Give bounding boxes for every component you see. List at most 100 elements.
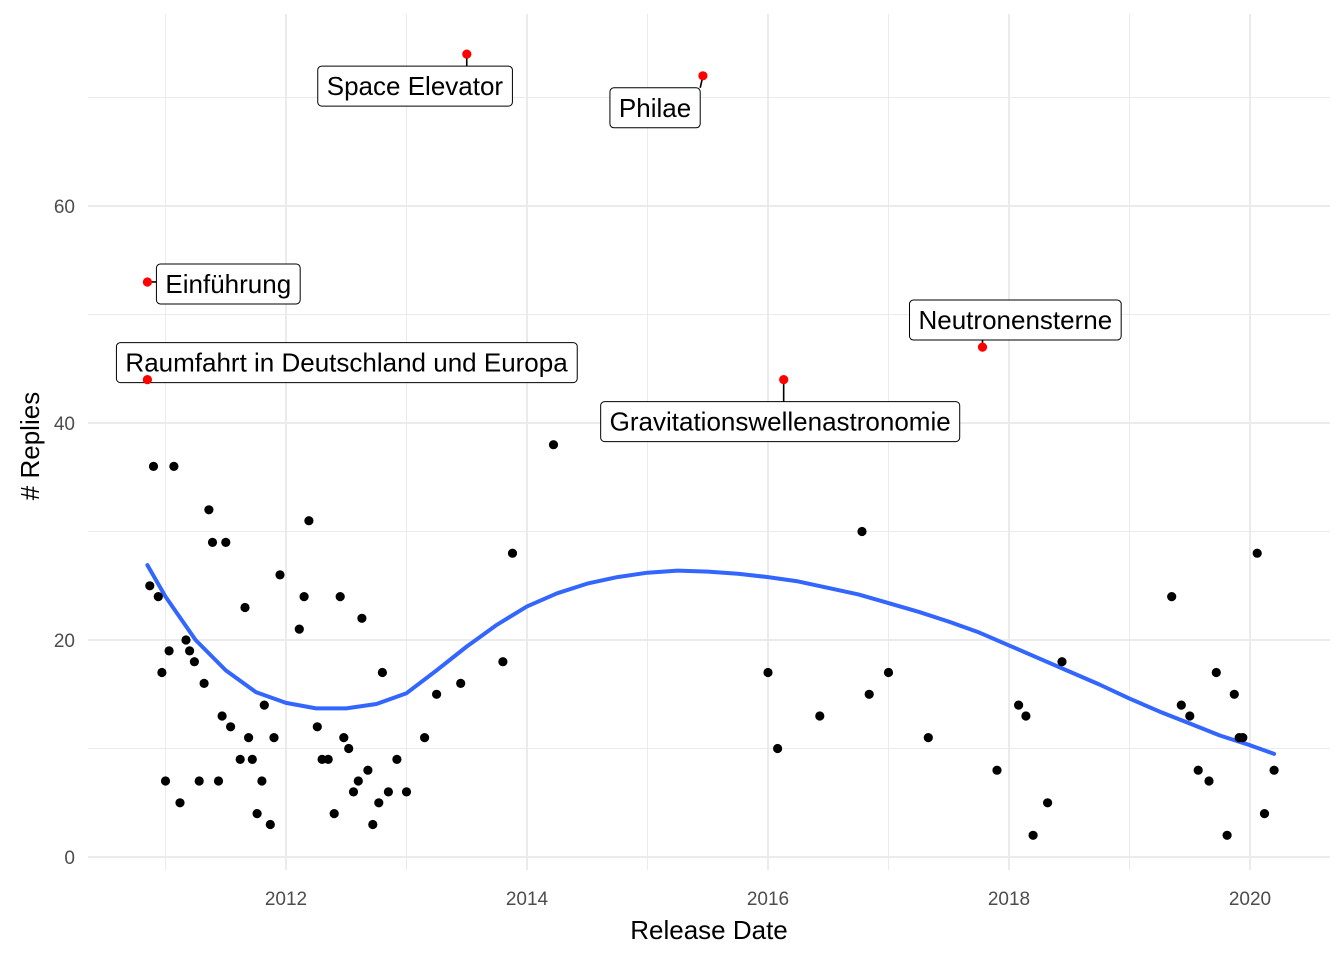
x-tick-label: 2012	[265, 889, 307, 910]
x-tick-labels: 2012 2014 2016 2018 2020	[265, 889, 1271, 910]
x-tick-label: 2016	[747, 889, 789, 910]
annotation-box	[600, 401, 961, 443]
highlighted-point	[142, 277, 152, 287]
data-point	[1193, 765, 1203, 775]
data-point	[265, 819, 275, 830]
data-point	[160, 776, 171, 786]
data-point	[145, 581, 155, 591]
data-point	[148, 461, 159, 471]
data-point	[217, 711, 227, 721]
data-point	[175, 798, 185, 808]
annotation-label: Raumfahrt in Deutschland und Europa	[125, 348, 568, 378]
data-point	[189, 657, 199, 667]
data-point	[1021, 711, 1031, 721]
data-point	[348, 787, 359, 797]
data-point	[213, 776, 224, 786]
data-point	[207, 537, 218, 548]
highlighted-point	[462, 49, 472, 59]
highlighted-point	[977, 342, 988, 352]
data-point	[1259, 809, 1270, 819]
data-point	[883, 667, 894, 678]
data-point	[339, 733, 349, 743]
data-point	[1043, 798, 1053, 808]
data-point	[344, 743, 354, 754]
data-point	[432, 689, 442, 699]
highlighted-point	[698, 71, 708, 81]
data-point	[1028, 830, 1038, 840]
data-point	[420, 733, 430, 743]
data-point	[240, 602, 250, 613]
data-point	[235, 754, 245, 765]
data-point	[294, 624, 304, 634]
data-point	[323, 754, 333, 765]
data-point	[456, 678, 466, 689]
data-point	[1252, 548, 1262, 558]
annotation: Gravitationswellenastronomie	[600, 401, 961, 443]
annotation-label: Space Elevator	[327, 71, 504, 101]
data-point	[864, 689, 874, 699]
annotation: Space Elevator	[317, 65, 513, 107]
data-point	[181, 635, 191, 645]
data-point	[857, 526, 867, 537]
annotation-box	[317, 65, 513, 107]
data-point	[244, 733, 254, 743]
data-point	[507, 548, 518, 558]
annotation-label: Einführung	[165, 269, 291, 299]
highlighted-point	[142, 375, 152, 385]
data-point	[1167, 592, 1177, 602]
data-point	[1185, 711, 1195, 721]
smooth-layer	[145, 563, 1277, 756]
data-point	[275, 570, 285, 580]
data-point	[374, 798, 384, 808]
annotation-layer: Einführung Raumfahrt in Deutschland und E…	[115, 49, 1122, 443]
y-tick-label: 0	[64, 848, 75, 869]
grid-minor	[88, 14, 1330, 870]
data-point	[383, 787, 393, 797]
data-point	[1238, 733, 1248, 743]
data-point	[299, 592, 309, 602]
data-point	[157, 667, 167, 678]
data-point	[257, 776, 267, 786]
data-point	[1014, 700, 1024, 710]
annotation: Raumfahrt in Deutschland und Europa	[115, 342, 578, 384]
data-point	[226, 722, 236, 732]
data-point	[377, 667, 387, 678]
y-axis-title: # Replies	[15, 392, 45, 500]
data-point	[1176, 700, 1186, 710]
y-tick-label: 60	[54, 197, 75, 218]
data-point	[357, 613, 367, 623]
y-tick-label: 40	[54, 414, 75, 435]
data-point	[1204, 776, 1214, 786]
annotation-box	[155, 263, 301, 305]
annotation: Philae	[609, 87, 701, 129]
data-point	[368, 819, 378, 830]
data-point	[363, 765, 373, 775]
data-point	[773, 743, 783, 754]
annotation-label: Philae	[619, 93, 691, 123]
data-point	[185, 646, 195, 656]
data-point	[312, 722, 322, 732]
data-point	[392, 754, 402, 765]
x-tick-label: 2020	[1229, 889, 1271, 910]
annotation-label: Gravitationswellenastronomie	[610, 407, 951, 437]
data-point	[401, 787, 412, 797]
data-point	[252, 809, 262, 819]
data-point	[498, 657, 508, 667]
data-point	[335, 592, 345, 602]
data-point	[204, 505, 214, 515]
data-point	[221, 537, 231, 548]
annotation: Einführung	[155, 263, 301, 305]
data-point	[1229, 689, 1239, 699]
data-point	[199, 678, 209, 689]
data-point	[247, 754, 257, 765]
smooth-trend-line	[145, 563, 1277, 756]
data-point	[548, 440, 559, 450]
data-point	[329, 809, 339, 819]
data-point	[169, 461, 179, 471]
annotation: Neutronensterne	[908, 299, 1122, 341]
annotation-box	[609, 87, 701, 129]
data-point	[815, 711, 825, 721]
data-point	[259, 700, 269, 710]
data-point	[164, 646, 174, 656]
data-point	[153, 592, 163, 602]
